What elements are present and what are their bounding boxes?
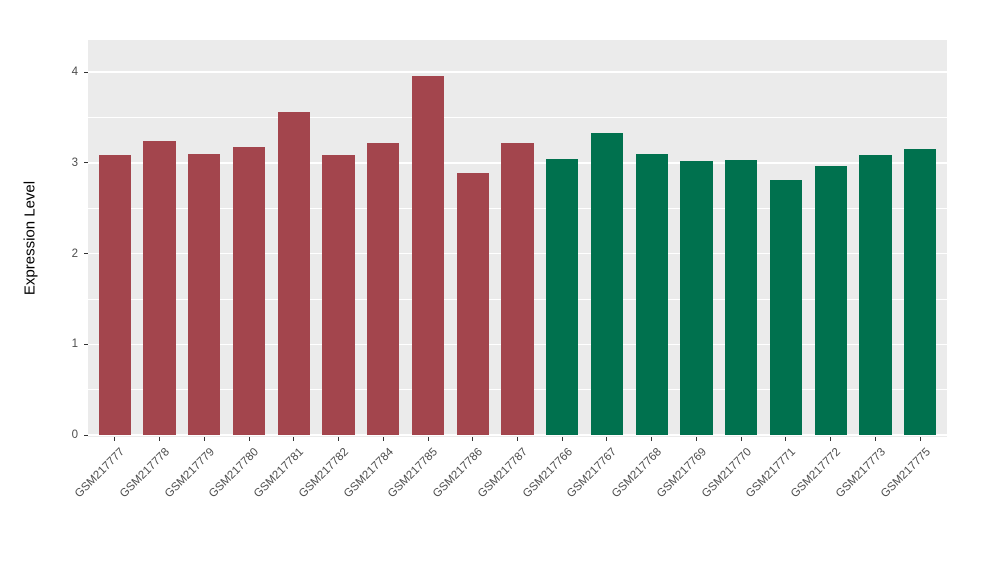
x-axis-tick-mark — [382, 437, 384, 441]
x-axis-tick-mark — [830, 437, 832, 441]
bar — [98, 154, 131, 435]
bar — [232, 147, 266, 435]
y-axis-tick-mark — [84, 434, 88, 436]
x-axis-tick-mark — [472, 437, 474, 441]
x-axis-tick-mark — [248, 437, 250, 441]
chart-panel — [88, 40, 947, 437]
x-axis-tick-mark — [695, 437, 697, 441]
x-axis-tick-mark — [785, 437, 787, 441]
x-axis-tick-mark — [338, 437, 340, 441]
x-axis-tick-mark — [651, 437, 653, 441]
x-axis-tick-mark — [159, 437, 161, 441]
bar — [725, 160, 758, 435]
x-axis-tick-mark — [517, 437, 518, 441]
major-gridline — [88, 434, 947, 436]
x-axis-tick-mark — [427, 437, 429, 441]
y-axis-title: Expression Level — [21, 180, 39, 296]
bar — [769, 180, 803, 435]
y-tick-label: 1 — [71, 338, 78, 351]
y-tick-label: 3 — [71, 156, 78, 169]
bar — [814, 165, 847, 435]
y-tick-label: 2 — [71, 247, 78, 260]
x-axis-tick-mark — [114, 437, 116, 441]
x-axis-tick-mark — [606, 437, 608, 441]
x-axis-tick-mark — [561, 437, 563, 441]
x-axis-tick-mark — [293, 437, 295, 441]
bar — [322, 154, 355, 435]
x-axis-tick-mark — [874, 437, 876, 441]
bar — [635, 153, 668, 435]
minor-gridline — [88, 117, 947, 118]
bar — [277, 112, 310, 435]
x-axis-tick-mark — [203, 437, 205, 441]
bar — [143, 141, 176, 435]
bar — [546, 159, 579, 435]
y-tick-label: 0 — [71, 429, 78, 441]
bar — [411, 75, 445, 435]
bar — [904, 149, 937, 435]
bar — [367, 142, 400, 435]
bar — [188, 153, 221, 435]
y-axis-tick-mark — [84, 253, 88, 255]
y-axis-tick-mark — [84, 71, 88, 73]
y-tick-label: 4 — [71, 66, 78, 79]
bar — [456, 172, 489, 435]
bar — [859, 154, 892, 435]
bar — [590, 132, 624, 435]
x-axis-tick-mark — [919, 437, 921, 441]
y-axis-tick-mark — [84, 343, 88, 345]
bar — [680, 161, 713, 435]
x-axis-tick-mark — [740, 437, 742, 441]
y-axis-tick-mark — [84, 162, 88, 164]
major-gridline — [88, 71, 947, 73]
bar — [501, 142, 534, 435]
